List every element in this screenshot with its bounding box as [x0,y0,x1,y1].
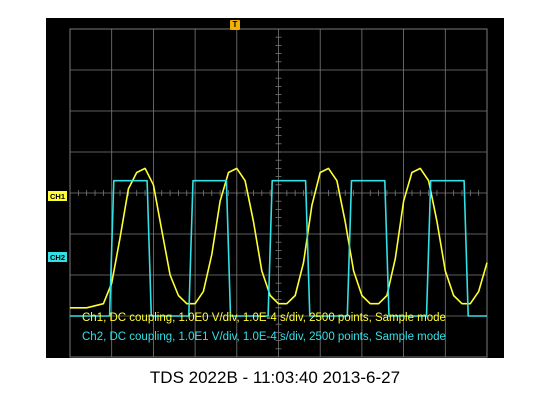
ch2-ground-marker[interactable]: CH2 [48,252,68,262]
ch2-settings-readout: Ch2, DC coupling, 1.0E1 V/div, 1.0E-4 s/… [82,331,446,343]
ch1-settings-readout: Ch1, DC coupling, 1.0E0 V/div, 1.0E-4 s/… [82,312,446,324]
trigger-position-marker[interactable]: T [230,20,240,30]
oscilloscope-display: T CH1 CH2 Ch1, DC coupling, 1.0E0 V/div,… [46,18,504,358]
ch2-trace [70,179,487,317]
ch1-ground-marker[interactable]: CH1 [48,191,68,201]
ch1-trace [70,167,488,309]
capture-caption: TDS 2022B - 11:03:40 2013-6-27 [149,368,401,387]
waveform-plot [69,28,488,358]
